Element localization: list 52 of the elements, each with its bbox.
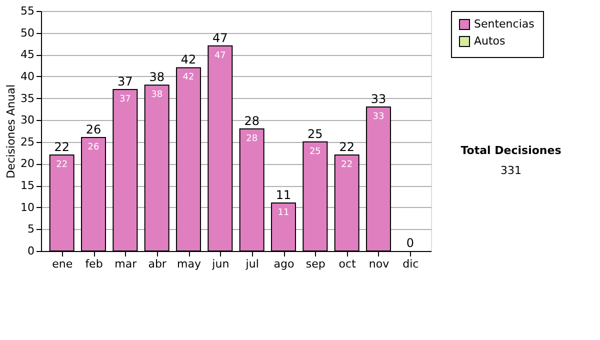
y-tick-label: 20 xyxy=(20,157,34,170)
data-label: 26 xyxy=(88,142,100,153)
data-label: 22 xyxy=(341,160,353,170)
data-label: 33 xyxy=(372,112,384,122)
data-label: 28 xyxy=(246,134,258,144)
y-tick-label: 35 xyxy=(20,92,34,105)
x-tick-label: sep xyxy=(306,258,326,270)
y-tick-label: 25 xyxy=(20,135,34,148)
x-tick-label: abr xyxy=(148,258,167,270)
x-tick-label: mar xyxy=(114,258,138,270)
total-label: 37 xyxy=(118,74,133,89)
y-tick-label: 55 xyxy=(20,4,34,18)
y-tick-label: 45 xyxy=(20,48,34,62)
x-tick-label: jun xyxy=(211,258,230,270)
data-label: 25 xyxy=(309,146,321,157)
y-tick-label: 5 xyxy=(28,222,34,236)
data-label: 11 xyxy=(278,208,290,218)
total-label: 42 xyxy=(180,52,196,67)
y-tick-label: 50 xyxy=(20,26,34,40)
y-tick-label: 30 xyxy=(20,114,34,127)
legend-label: Autos xyxy=(474,34,506,48)
total-label: 22 xyxy=(54,140,70,154)
data-label: 22 xyxy=(56,160,68,170)
y-tick-label: 0 xyxy=(28,244,34,258)
y-tick-label: 40 xyxy=(20,70,34,83)
x-tick-label: jul xyxy=(244,258,259,270)
total-label: 0 xyxy=(406,236,414,250)
legend-label: Sentencias xyxy=(474,18,535,30)
text: 331 xyxy=(500,164,522,177)
x-tick-label: dic xyxy=(402,258,419,270)
total-label: 47 xyxy=(212,30,228,45)
total-label: 38 xyxy=(149,70,164,84)
total-label: 22 xyxy=(339,140,354,154)
x-tick-label: may xyxy=(177,258,202,270)
total-label: 33 xyxy=(370,92,386,106)
total-label: 28 xyxy=(244,114,260,128)
total-label: 26 xyxy=(86,122,102,137)
data-label: 38 xyxy=(151,90,163,100)
data-label: 42 xyxy=(182,72,194,83)
x-tick-label: ago xyxy=(274,258,294,270)
x-tick-label: nov xyxy=(368,258,390,270)
total-label: 25 xyxy=(308,126,323,141)
data-label: 37 xyxy=(119,94,131,105)
y-tick-label: 10 xyxy=(20,200,34,214)
total-label: 11 xyxy=(276,188,292,202)
x-tick-label: feb xyxy=(85,258,103,270)
y-tick-label: 15 xyxy=(20,179,34,192)
x-tick-label: ene xyxy=(52,258,73,270)
x-tick-label: oct xyxy=(338,258,357,270)
y-axis-title: Decisiones Anual xyxy=(4,84,18,179)
data-label: 47 xyxy=(214,50,226,61)
text: Total Decisiones xyxy=(460,144,562,157)
